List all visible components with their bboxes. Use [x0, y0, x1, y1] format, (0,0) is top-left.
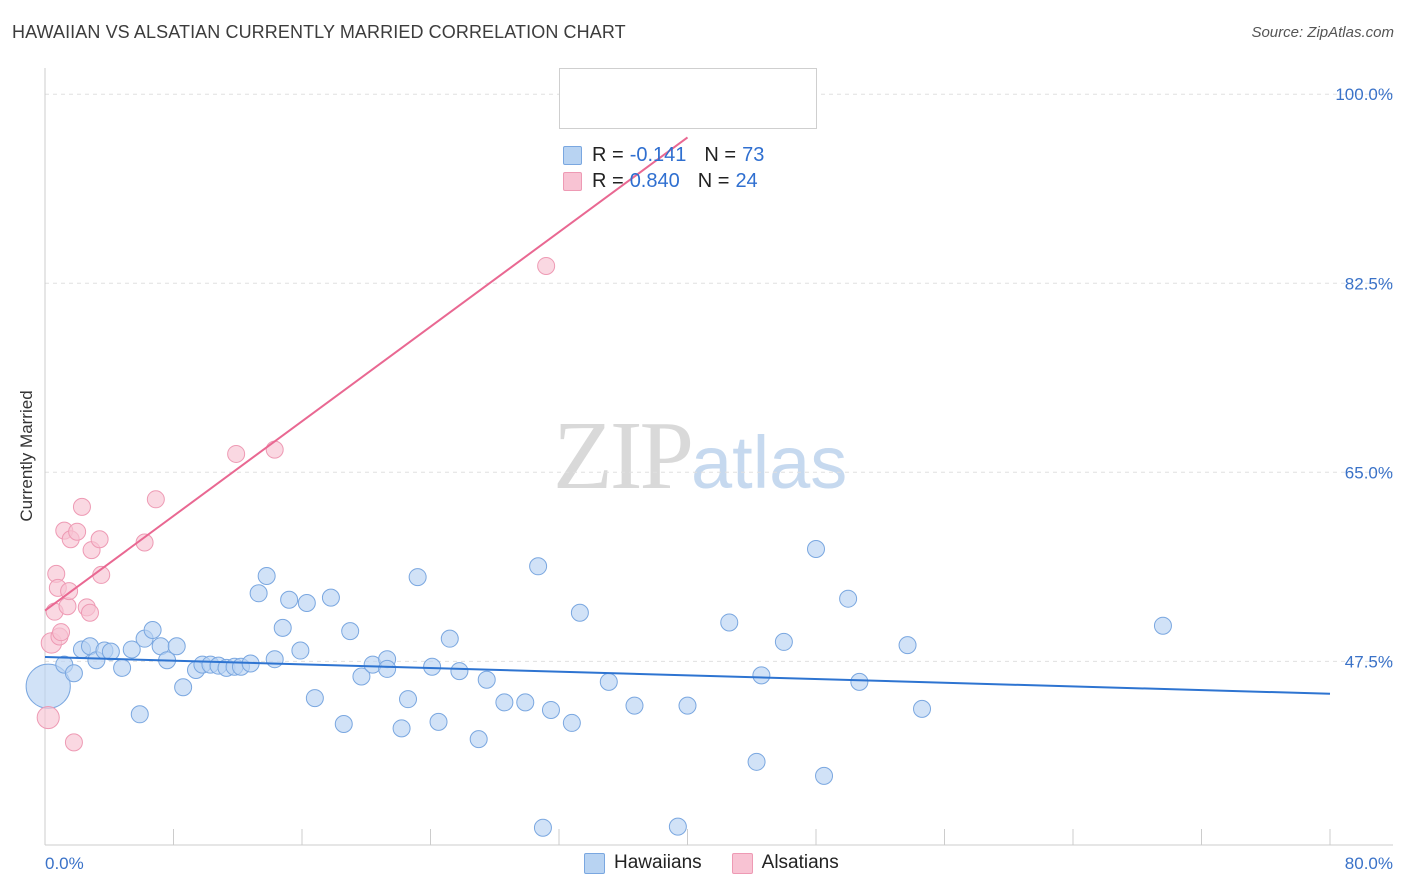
correlation-legend: R = -0.141 N = 73 R = 0.840 N = 24 [559, 68, 817, 192]
hawaiian-point [720, 613, 739, 632]
series-legend-alsatians[interactable]: Alsatians [731, 852, 839, 874]
hawaiian-point [477, 670, 496, 689]
legend-r-value: -0.141 [629, 143, 687, 166]
hawaiian-point [529, 557, 548, 576]
hawaiian-point [469, 730, 488, 749]
series-swatch-hawaiians [584, 852, 605, 874]
hawaiian-point [297, 594, 316, 613]
hawaiian-point [352, 667, 371, 686]
series-legend-hawaiians[interactable]: Hawaiians [584, 852, 702, 874]
y-tick-label: 82.5% [1345, 274, 1393, 293]
hawaiian-point [291, 641, 310, 660]
legend-swatch-alsatians [563, 172, 582, 191]
hawaiian-point [533, 818, 552, 837]
hawaiian-point [678, 696, 697, 715]
alsatian-point [58, 597, 77, 616]
hawaiian-point [273, 618, 292, 637]
hawaiian-point [913, 699, 932, 718]
hawaiian-point [599, 672, 618, 691]
legend-n-label: N = [704, 143, 737, 166]
legend-n-value: 24 [735, 169, 758, 192]
hawaiian-point [440, 629, 459, 648]
hawaiian-point [122, 640, 141, 659]
alsatian-point [146, 490, 165, 509]
y-tick-label: 100.0% [1335, 85, 1393, 104]
legend-swatch-hawaiians [563, 146, 582, 165]
legend-r-value: 0.840 [629, 169, 680, 192]
hawaiian-trend-line [44, 656, 1331, 695]
alsatian-point [64, 733, 83, 752]
y-tick-label: 65.0% [1345, 463, 1393, 482]
hawaiian-point [625, 696, 644, 715]
alsatian-point [537, 256, 556, 275]
alsatian-point [72, 497, 91, 516]
hawaiian-point [516, 693, 535, 712]
hawaiian-point [668, 817, 687, 836]
hawaiian-point [408, 568, 427, 587]
hawaiian-point [113, 658, 132, 677]
alsatian-point [68, 522, 87, 541]
hawaiian-point [249, 584, 268, 603]
hawaiian-point [850, 672, 869, 691]
legend-r-label: R = [592, 143, 624, 166]
hawaiian-point [752, 666, 771, 685]
hawaiian-point [774, 632, 793, 651]
hawaiian-point [450, 662, 469, 681]
hawaiian-point [378, 659, 397, 678]
alsatian-point [90, 530, 109, 549]
hawaiian-point [64, 664, 83, 683]
hawaiian-point [815, 766, 834, 785]
hawaiian-point [305, 689, 324, 708]
watermark-zip: ZIP [553, 402, 694, 510]
source-attribution: Source: ZipAtlas.com [1251, 24, 1394, 41]
series-swatch-alsatians [731, 852, 753, 874]
legend-row-alsatians: R = 0.840 N = 24 [563, 169, 758, 193]
x-tick-label: 0.0% [45, 854, 84, 873]
watermark-atlas: atlas [691, 421, 848, 504]
hawaiian-point [570, 603, 589, 622]
series-label-alsatians: Alsatians [761, 852, 839, 873]
alsatian-point [227, 444, 246, 463]
hawaiian-point [265, 650, 284, 669]
chart-title: HAWAIIAN VS ALSATIAN CURRENTLY MARRIED C… [12, 22, 626, 42]
series-label-hawaiians: Hawaiians [614, 852, 702, 873]
legend-r-label: R = [592, 169, 624, 192]
y-tick-label: 47.5% [1345, 652, 1393, 671]
hawaiian-point [101, 642, 120, 661]
hawaiian-point [167, 637, 186, 656]
hawaiian-point [143, 621, 162, 640]
hawaiian-point [321, 588, 340, 607]
alsatian-point [36, 705, 60, 730]
hawaiian-point [280, 590, 299, 609]
hawaiian-point [562, 713, 581, 732]
hawaiian-point [429, 712, 448, 731]
legend-n-label: N = [697, 169, 730, 192]
alsatian-trend-line [44, 136, 689, 612]
hawaiian-point [341, 622, 360, 641]
legend-row-hawaiians: R = -0.141 N = 73 [563, 143, 765, 167]
x-tick-label: 80.0% [1345, 854, 1393, 873]
hawaiian-point [423, 657, 442, 676]
series-legend: Hawaiians Alsatians [584, 852, 869, 874]
hawaiian-point [174, 678, 193, 697]
hawaiian-point [747, 752, 766, 771]
hawaiian-point [807, 540, 825, 559]
hawaiian-point [334, 715, 353, 734]
hawaiian-point [392, 719, 411, 738]
hawaiian-point [399, 690, 418, 709]
hawaiian-point [257, 567, 276, 586]
alsatian-point [80, 603, 99, 622]
alsatian-point [265, 440, 284, 459]
hawaiian-point [495, 693, 514, 712]
hawaiian-point [541, 700, 560, 719]
hawaiian-point [898, 636, 917, 655]
hawaiian-point [839, 589, 858, 608]
legend-n-value: 73 [742, 143, 765, 166]
hawaiian-point [130, 705, 149, 724]
watermark: ZIPatlas [553, 400, 847, 512]
hawaiian-point [1153, 616, 1172, 635]
alsatian-point [52, 623, 71, 642]
